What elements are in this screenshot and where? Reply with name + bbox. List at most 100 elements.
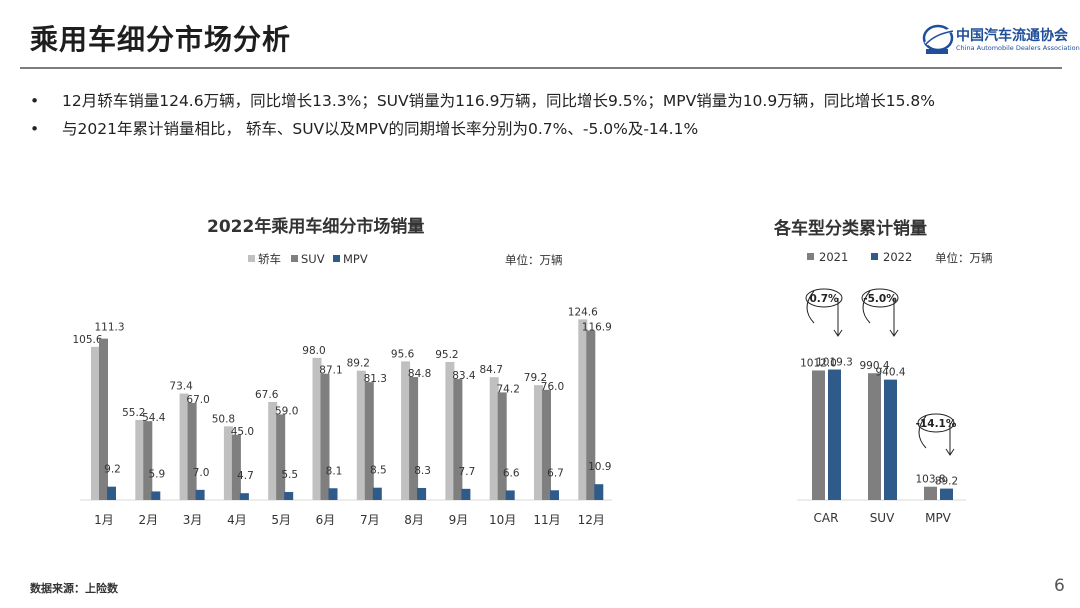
- bar-suv: [409, 377, 419, 500]
- growth-arrow-head: [945, 448, 955, 456]
- bullet-item: • 与2021年累计销量相比， 轿车、SUV以及MPV的同期增长率分别为0.7%…: [30, 117, 1040, 142]
- bar-suv: [320, 373, 330, 500]
- bar-car: [268, 401, 278, 500]
- legend-swatch-SUV: [291, 255, 298, 262]
- legend-swatch-2022: [871, 253, 878, 260]
- growth-badge: [805, 288, 843, 308]
- growth-arrow-loop: [806, 290, 815, 324]
- bar-2021: [812, 370, 825, 500]
- bar-2021: [868, 373, 881, 500]
- category-label: 1月: [94, 513, 114, 527]
- growth-arrow-head: [889, 329, 899, 337]
- data-label: 89.2: [935, 476, 958, 488]
- data-label: 98.0: [302, 345, 325, 357]
- data-label: 87.1: [319, 365, 342, 377]
- category-label: 12月: [578, 513, 605, 527]
- legend-label: 2022: [883, 250, 912, 264]
- monthly-chart-title: 2022年乘用车细分市场销量: [207, 217, 425, 237]
- bar-mpv: [195, 489, 205, 500]
- growth-arrow-loop: [862, 290, 871, 324]
- legend-swatch-MPV: [333, 255, 340, 262]
- data-label: 67.6: [255, 389, 279, 401]
- data-label: 79.2: [524, 372, 547, 384]
- data-label: 95.2: [435, 349, 458, 361]
- bar-2022: [884, 379, 897, 500]
- bar-car: [223, 426, 233, 500]
- data-label: 124.6: [568, 306, 598, 318]
- category-label: 5月: [271, 513, 291, 527]
- category-label: 6月: [316, 513, 336, 527]
- data-label: 8.5: [370, 465, 387, 477]
- data-label: 8.3: [414, 465, 431, 477]
- bar-2022: [828, 369, 841, 500]
- data-label: 10.9: [588, 461, 611, 473]
- bar-mpv: [417, 487, 427, 500]
- unit-label: 单位：万辆: [935, 251, 993, 265]
- bar-suv: [187, 402, 197, 500]
- category-label: CAR: [814, 511, 839, 525]
- bar-car: [489, 377, 499, 500]
- bar-suv: [276, 414, 286, 500]
- data-label: 59.0: [275, 405, 298, 417]
- bar-mpv: [550, 490, 559, 500]
- legend-swatch-2021: [807, 253, 814, 260]
- growth-arrow-loop: [918, 415, 927, 449]
- data-label: 6.7: [547, 467, 564, 479]
- page-title: 乘用车细分市场分析: [30, 23, 292, 56]
- bar-2021: [924, 486, 937, 500]
- data-label: 50.8: [212, 413, 235, 425]
- data-label: 45.0: [231, 426, 254, 438]
- data-label: 83.4: [452, 370, 476, 382]
- bar-car: [534, 385, 543, 500]
- data-label: 74.2: [497, 383, 520, 395]
- category-label: 3月: [183, 513, 203, 527]
- legend-label: 轿车: [258, 252, 281, 266]
- category-label: 4月: [227, 513, 247, 527]
- data-label: 84.7: [480, 364, 503, 376]
- data-label: 1019.3: [816, 357, 853, 369]
- bar-suv: [143, 421, 153, 500]
- bar-mpv: [461, 488, 471, 500]
- data-label: 7.0: [193, 467, 210, 479]
- data-label: 76.0: [541, 381, 564, 393]
- legend-label: 2021: [819, 250, 848, 264]
- data-label: 95.6: [391, 348, 415, 360]
- bar-car: [312, 357, 322, 500]
- bar-car: [578, 319, 588, 500]
- data-label: 7.7: [459, 466, 476, 478]
- bar-car: [401, 361, 411, 500]
- bar-suv: [586, 330, 596, 500]
- bar-suv: [231, 434, 241, 500]
- data-label: 103.8: [915, 474, 945, 486]
- data-source-note: 数据来源：上险数: [30, 582, 118, 595]
- bar-suv: [497, 392, 507, 500]
- data-label: 940.4: [875, 367, 905, 379]
- data-label: 54.4: [142, 412, 166, 424]
- category-label: 2月: [138, 513, 158, 527]
- bullet-marker: •: [30, 92, 40, 110]
- bar-car: [179, 393, 189, 500]
- bullet-text: 12月轿车销量124.6万辆，同比增长13.3%；SUV销量为116.9万辆，同…: [62, 92, 935, 110]
- bar-car: [91, 346, 100, 500]
- data-label: 5.5: [281, 469, 298, 481]
- bar-suv: [364, 382, 374, 500]
- bar-car: [135, 419, 145, 500]
- association-logo: 中国汽车流通协会 China Automobile Dealers Associ…: [920, 22, 1080, 58]
- data-label: 9.2: [104, 464, 121, 476]
- bar-mpv: [107, 486, 116, 500]
- data-label: 8.1: [326, 465, 343, 477]
- legend-swatch-轿车: [248, 255, 255, 262]
- category-label: 11月: [533, 513, 560, 527]
- bar-mpv: [151, 491, 161, 500]
- data-label: 81.3: [364, 373, 387, 385]
- bar-car: [356, 370, 366, 500]
- growth-arrow-head: [833, 329, 843, 337]
- logo-subtitle: China Automobile Dealers Association: [956, 44, 1080, 52]
- data-label: 5.9: [148, 468, 165, 480]
- category-label: 7月: [360, 513, 380, 527]
- bar-mpv: [594, 484, 604, 500]
- growth-label: 0.7%: [809, 293, 839, 305]
- bar-2022: [940, 488, 953, 500]
- data-label: 73.4: [169, 381, 193, 393]
- bullet-item: • 12月轿车销量124.6万辆，同比增长13.3%；SUV销量为116.9万辆…: [30, 89, 1040, 114]
